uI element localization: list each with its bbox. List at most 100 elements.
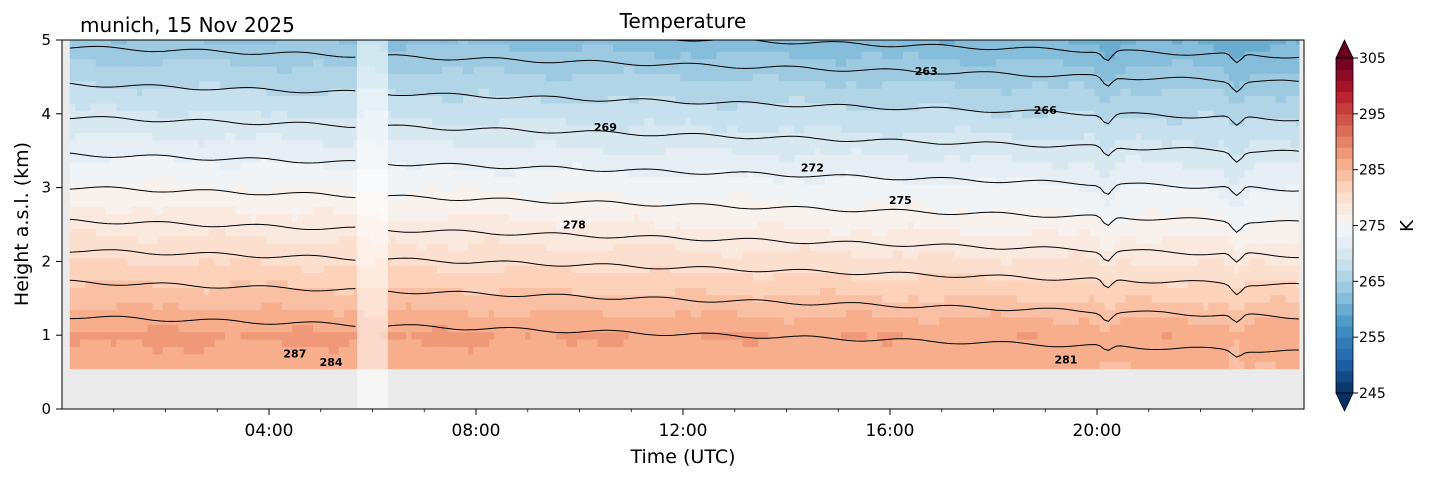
heat-cell [292,228,299,237]
heat-cell [530,309,537,318]
heat-cell [147,279,154,288]
heat-cell [468,58,475,67]
heat-cell [639,183,645,192]
heat-cell [240,80,247,89]
heat-cell [483,43,490,52]
heat-cell [80,176,86,185]
heat-cell [406,361,413,370]
heat-cell [111,294,118,303]
heat-cell [240,183,247,192]
heat-cell [90,324,97,333]
heat-cell [566,213,573,222]
heat-cell [525,51,532,60]
heat-cell [519,95,526,104]
heat-cell [514,176,521,185]
heat-cell [494,242,500,252]
heat-cell [266,250,273,259]
heat-cell [452,316,459,325]
heat-cell [349,51,356,60]
heat-cell [69,58,76,67]
heat-cell [623,110,630,119]
heat-cell [281,40,288,45]
heat-cell [183,309,190,318]
heat-cell [250,43,257,52]
heat-cell [349,265,356,274]
heat-cell [199,279,206,288]
heat-cell [613,331,620,340]
heat-cell [602,124,609,133]
heat-cell [432,132,438,141]
heat-cell [421,87,428,97]
heat-cell [390,220,397,229]
heat-cell [225,80,231,89]
heat-cell [447,132,454,141]
heat-cell [209,110,216,119]
heat-cell [540,242,547,252]
heat-cell [250,361,257,370]
heat-cell [478,338,485,347]
heat-cell [421,117,428,126]
heat-cell [483,169,490,178]
heat-cell [204,124,211,133]
heat-cell [323,324,330,333]
heat-cell [219,124,226,133]
heat-cell [162,309,169,318]
heat-cell [183,191,190,200]
heat-cell [463,250,469,259]
heat-cell [514,301,521,311]
heat-cell [525,65,532,74]
heat-cell [105,132,112,141]
heat-cell [509,301,516,311]
heat-cell [271,161,278,170]
heat-cell [256,257,262,266]
heat-cell [266,353,273,362]
heat-cell [105,316,112,325]
heat-cell [582,257,588,266]
heat-cell [602,183,609,192]
heat-cell [426,301,433,311]
heat-cell [183,117,190,126]
heat-cell [395,287,402,296]
heat-cell [499,58,506,67]
heat-cell [105,95,112,104]
heat-cell [639,309,645,318]
heat-cell [225,331,231,340]
heat-cell [607,87,614,97]
heat-cell [556,161,563,170]
heat-cell [442,58,449,67]
heat-cell [411,139,418,148]
heat-cell [437,87,444,97]
heat-cell [162,206,169,215]
heat-cell [400,346,407,355]
heat-cell [147,73,154,82]
heat-cell [126,309,133,318]
heat-cell [349,147,356,156]
heat-cell [395,154,402,163]
heat-cell [530,213,537,222]
heat-cell [623,235,630,244]
heat-cell [344,346,350,355]
heat-cell [323,58,330,67]
heat-cell [266,206,273,215]
heat-cell [602,346,609,355]
heat-cell [173,272,180,281]
heat-cell [385,58,392,67]
heat-cell [535,183,542,192]
heat-cell [556,206,563,215]
heat-cell [618,80,625,89]
heat-cell [426,154,433,163]
heat-cell [556,316,563,325]
heat-cell [95,73,102,82]
heat-cell [488,176,495,185]
heat-cell [551,242,557,252]
heat-cell [131,242,138,252]
heat-cell [344,58,350,67]
heat-cell [312,124,319,133]
heat-cell [266,87,273,97]
heat-cell [69,353,76,362]
heat-cell [530,124,537,133]
heat-cell [240,346,247,355]
heat-cell [168,73,174,82]
heat-cell [157,257,164,266]
heat-cell [385,294,392,303]
